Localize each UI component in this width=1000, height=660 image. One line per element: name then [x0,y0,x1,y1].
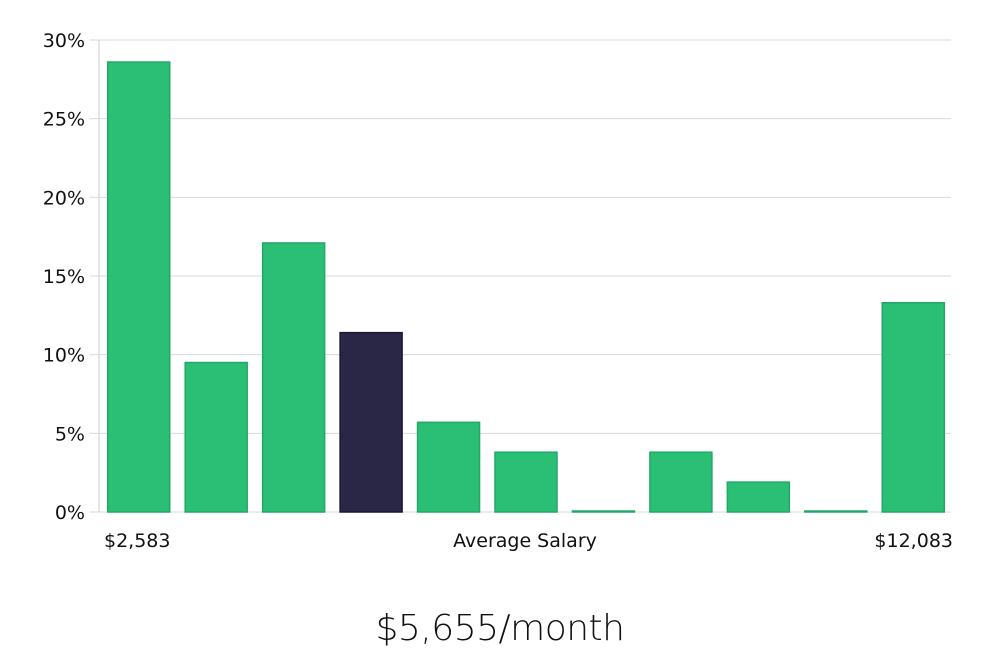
bar [416,421,481,513]
y-tick-label: 0% [55,502,85,524]
bar [261,242,326,513]
y-tick-label: 5% [55,423,85,445]
y-tick-label: 30% [43,30,85,52]
y-tick-label: 25% [43,109,85,131]
average-salary-summary: $5,655/month [375,608,625,649]
bar [804,510,868,513]
bar [649,451,713,513]
bar [106,61,171,513]
y-tick-label: 20% [43,187,85,209]
bar [726,481,791,513]
y-tick-label: 10% [43,345,85,367]
bar-highlighted [339,331,403,513]
bar [494,451,558,513]
x-axis-label: Average Salary [453,530,597,552]
bar [571,510,636,513]
x-max-label: $12,083 [874,530,953,552]
y-tick-label: 15% [43,266,85,288]
y-axis-labels: 0% 5% 10% 15% 20% 25% 30% [43,30,85,524]
bars [106,61,946,513]
bar [881,301,946,513]
x-min-label: $2,583 [104,530,170,552]
bar [184,361,248,513]
salary-histogram: 0% 5% 10% 15% 20% 25% 30% $2,583 Average Salar… [43,30,953,552]
